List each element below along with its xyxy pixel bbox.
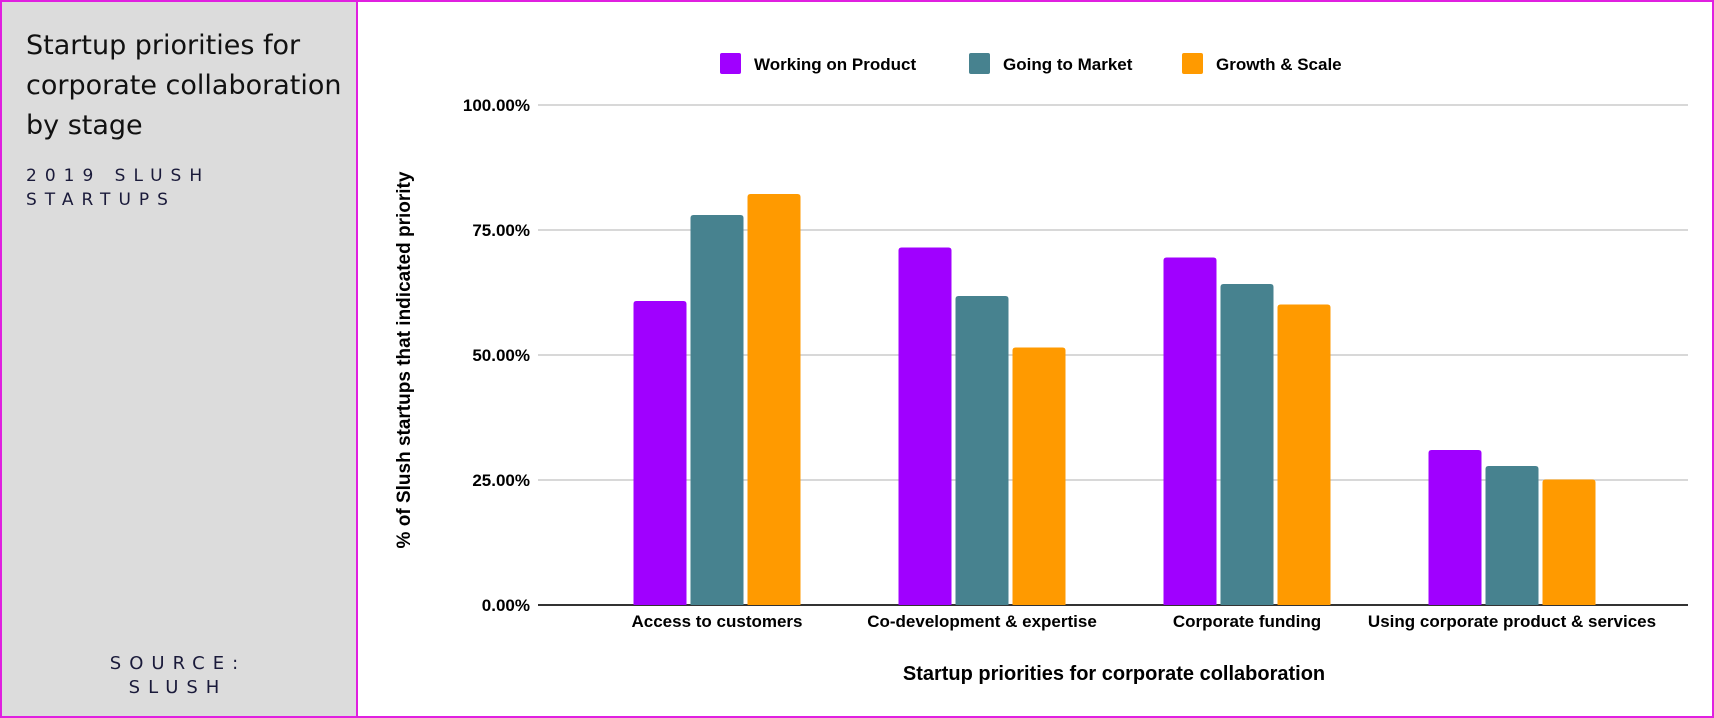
x-axis-label: Startup priorities for corporate collabo… — [903, 663, 1325, 685]
bar-going-to-market-1 — [955, 296, 1009, 605]
legend-label: Growth & Scale — [1216, 55, 1342, 74]
subtitle-line-1: 2019 SLUSH — [26, 166, 211, 186]
y-tick-label: 50.00% — [472, 346, 530, 365]
x-tick-label: Co-development & expertise — [867, 612, 1097, 631]
sidebar-panel: Startup priorities for corporate collabo… — [2, 2, 358, 716]
bar-going-to-market-3 — [1485, 466, 1539, 605]
legend-label: Working on Product — [754, 55, 916, 74]
source-line-2: SLUSH — [128, 677, 228, 698]
legend: Working on Product Going to Market Growth … — [720, 53, 1342, 74]
y-tick-label: 25.00% — [472, 471, 530, 490]
y-tick-label: 75.00% — [472, 221, 530, 240]
bar-growth-scale-0 — [747, 194, 801, 605]
bar-working-on-product-1 — [898, 247, 952, 605]
bar-growth-scale-2 — [1277, 304, 1331, 605]
x-tick-label: Access to customers — [631, 612, 802, 631]
source-line-1: SOURCE: — [109, 653, 247, 674]
bar-chart: Working on Product Going to Market Growth … — [394, 53, 1688, 685]
x-axis-ticks: Access to customers Co-development & expe… — [631, 612, 1656, 631]
y-tick-label: 100.00% — [463, 96, 530, 115]
legend-swatch — [969, 53, 990, 74]
subtitle-line-2: STARTUPS — [26, 190, 176, 210]
chart-title: Startup priorities for corporate collabo… — [26, 30, 342, 141]
bar-going-to-market-0 — [690, 215, 744, 605]
bars — [633, 194, 1596, 605]
bar-growth-scale-3 — [1542, 479, 1596, 605]
bar-growth-scale-1 — [1012, 347, 1066, 605]
chart-subtitle: 2019 SLUSH STARTUPS — [26, 164, 326, 212]
bar-working-on-product-2 — [1163, 257, 1217, 605]
y-axis-ticks: 0.00% 25.00% 50.00% 75.00% 100.00% — [463, 96, 530, 615]
y-tick-label: 0.00% — [482, 596, 530, 615]
bar-working-on-product-3 — [1428, 450, 1482, 605]
legend-swatch — [1182, 53, 1203, 74]
bar-working-on-product-0 — [633, 301, 687, 605]
bar-going-to-market-2 — [1220, 284, 1274, 605]
x-tick-label: Using corporate product & services — [1368, 612, 1656, 631]
legend-label: Going to Market — [1003, 55, 1133, 74]
y-axis-label: % of Slush startups that indicated prior… — [394, 171, 415, 548]
x-tick-label: Corporate funding — [1173, 612, 1321, 631]
legend-swatch — [720, 53, 741, 74]
source-note: SOURCE: SLUSH — [2, 652, 354, 700]
